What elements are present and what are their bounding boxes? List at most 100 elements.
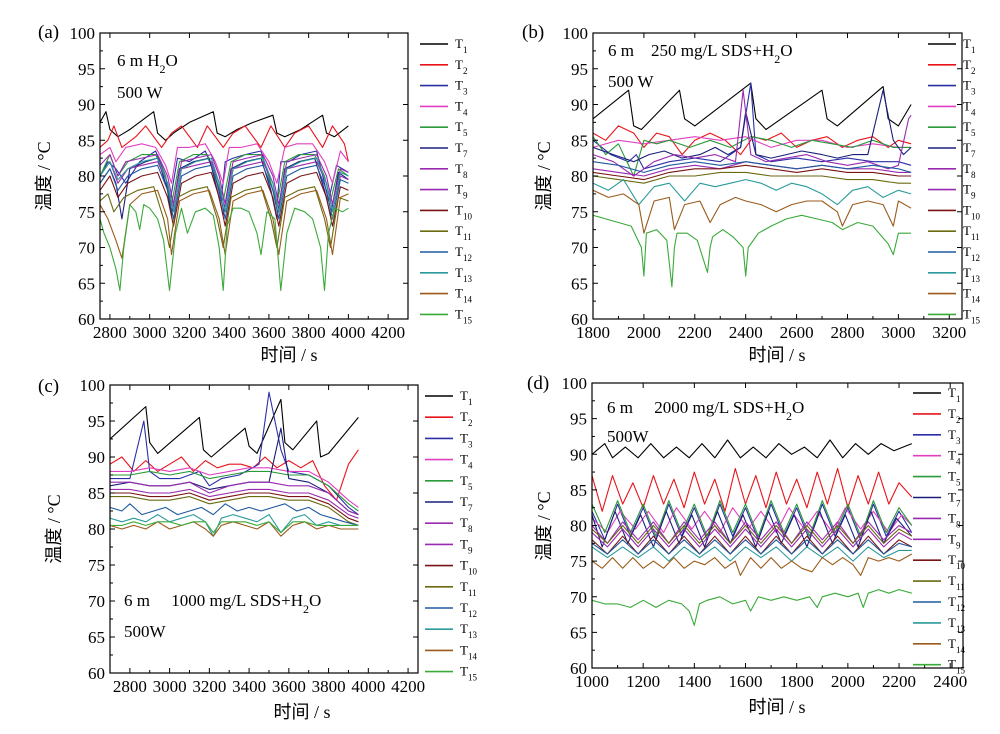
x-axis-title: 时间 / s — [748, 697, 805, 717]
y-tick-label: 100 — [563, 24, 589, 43]
legend-label: T10 — [460, 558, 477, 577]
series-group — [110, 391, 359, 537]
legend-label: T12 — [948, 594, 965, 613]
x-tick-label: 3400 — [232, 677, 266, 696]
legend-label: T5 — [948, 469, 961, 488]
series-line-t1 — [592, 439, 913, 459]
y-tick-label: 95 — [88, 412, 105, 431]
legend-label: T14 — [948, 636, 965, 655]
series-line-t4 — [592, 507, 913, 534]
panel-label: (d) — [527, 373, 549, 394]
series-line-t10 — [100, 171, 349, 227]
condition-annotation: 6 m 1000 mg/L SDS+H2O — [124, 591, 321, 616]
legend-label: T7 — [455, 140, 468, 159]
series-group — [592, 439, 913, 626]
y-tick-label: 65 — [570, 623, 587, 642]
legend-label: T7 — [948, 490, 961, 509]
series-line-t8 — [593, 89, 912, 177]
series-line-t1 — [110, 398, 359, 458]
legend-label: T9 — [460, 536, 473, 555]
x-tick-label: 2400 — [729, 323, 763, 342]
series-line-t5 — [110, 470, 359, 512]
x-tick-label: 1600 — [729, 672, 763, 691]
legend-label: T11 — [460, 579, 477, 598]
series-line-t4 — [110, 467, 359, 508]
panel-label: (c) — [38, 376, 59, 397]
legend-label: T15 — [948, 657, 965, 676]
legend-label: T2 — [963, 57, 975, 76]
y-tick-label: 90 — [88, 448, 105, 467]
y-tick-label: 70 — [88, 592, 105, 611]
series-line-t2 — [592, 467, 913, 512]
x-axis-title: 时间 / s — [748, 345, 805, 365]
series-group — [593, 82, 912, 288]
legend-label: T13 — [963, 265, 980, 284]
legend-label: T3 — [963, 78, 976, 97]
series-line-t2 — [100, 125, 349, 162]
series-line-t9 — [592, 528, 913, 548]
legend-label: T10 — [948, 552, 965, 571]
series-line-t10 — [593, 164, 912, 181]
legend-label: T4 — [948, 448, 961, 467]
series-line-t11 — [110, 496, 359, 526]
series-line-t15 — [110, 521, 359, 534]
condition-annotation: 500W — [124, 622, 167, 641]
y-tick-label: 90 — [78, 96, 95, 115]
series-line-t15 — [593, 214, 912, 288]
x-tick-label: 2000 — [627, 323, 661, 342]
y-tick-label: 100 — [70, 24, 96, 43]
legend-label: T12 — [455, 244, 472, 263]
y-tick-label: 65 — [78, 274, 95, 293]
legend-label: T7 — [460, 494, 473, 513]
series-group — [100, 111, 349, 291]
legend-label: T3 — [455, 78, 468, 97]
condition-annotation: 6 m 2000 mg/L SDS+H2O — [607, 398, 804, 423]
legend-label: T10 — [455, 202, 472, 221]
plot-frame — [99, 32, 409, 320]
series-line-t12 — [110, 503, 359, 526]
y-tick-label: 75 — [570, 552, 587, 571]
legend-label: T5 — [455, 119, 468, 138]
y-tick-label: 75 — [78, 203, 95, 222]
series-line-t7 — [593, 89, 912, 163]
chart-panel-1: 2800 3000 3200 3400 3600 3800 4000 4200 60 65 70 75… — [34, 22, 472, 365]
legend-label: T2 — [455, 57, 467, 76]
legend-label: T11 — [963, 223, 980, 242]
legend-label: T3 — [460, 430, 473, 449]
series-line-t12 — [100, 164, 349, 220]
series-line-t15 — [100, 204, 349, 291]
y-tick-label: 70 — [78, 239, 95, 258]
series-line-t3 — [593, 82, 912, 170]
legend-label: T8 — [455, 161, 468, 180]
condition-annotation: 500W — [607, 427, 650, 446]
series-line-t14 — [593, 189, 912, 234]
y-tick-label: 90 — [571, 96, 588, 115]
x-tick-label: 3800 — [312, 677, 346, 696]
legend-label: T14 — [460, 642, 477, 661]
legend-label: T15 — [963, 306, 980, 325]
series-line-t9 — [110, 488, 359, 519]
x-tick-label: 1000 — [575, 672, 609, 691]
x-tick-label: 1200 — [626, 672, 660, 691]
legend-label: T4 — [455, 98, 468, 117]
legend-label: T5 — [460, 473, 473, 492]
y-tick-label: 65 — [571, 274, 588, 293]
y-tick-label: 75 — [88, 556, 105, 575]
x-tick-label: 2800 — [113, 677, 147, 696]
y-tick-label: 90 — [570, 445, 587, 464]
series-line-t12 — [593, 161, 912, 173]
series-line-t13 — [593, 179, 912, 206]
x-tick-label: 1800 — [780, 672, 814, 691]
series-line-t2 — [110, 449, 359, 501]
x-tick-label: 4000 — [331, 323, 365, 342]
x-tick-label: 4000 — [351, 677, 385, 696]
x-tick-label: 2000 — [831, 672, 865, 691]
y-tick-label: 70 — [571, 239, 588, 258]
x-tick-label: 2800 — [93, 323, 127, 342]
y-tick-label: 100 — [562, 374, 588, 393]
